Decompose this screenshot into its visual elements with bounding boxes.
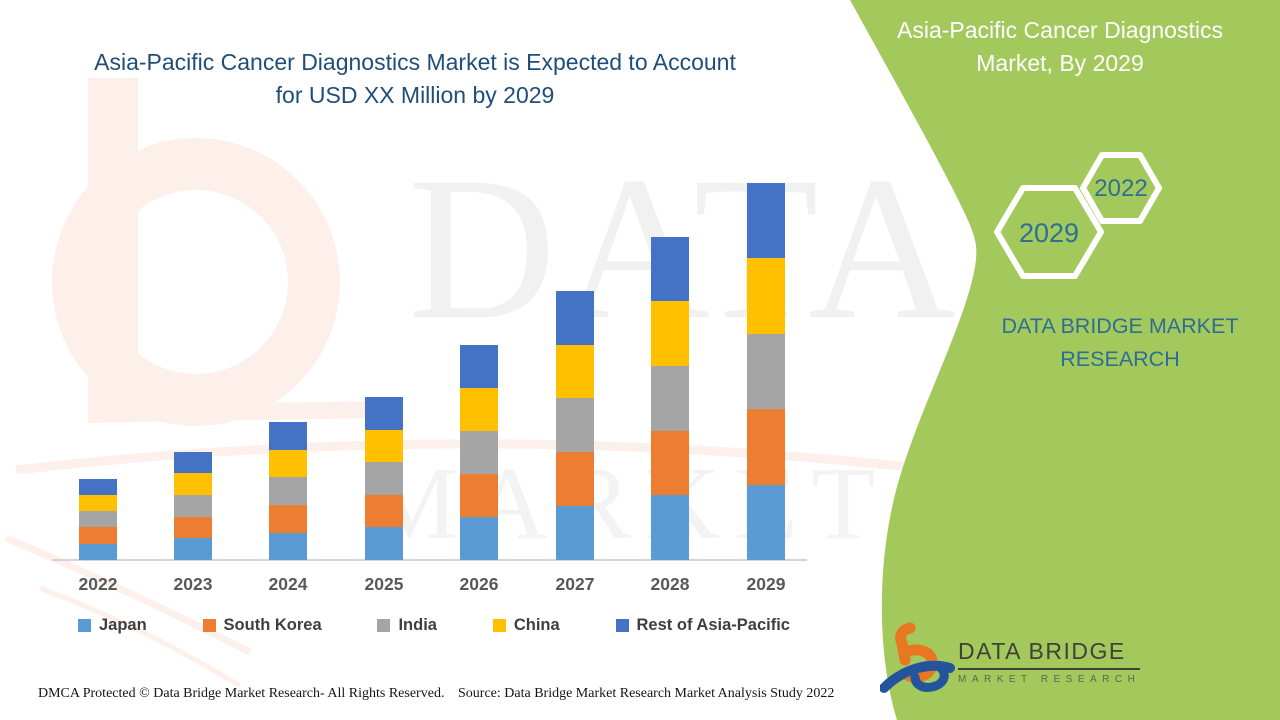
chart-legend: Japan South Korea India China Rest of Asia-P… [78, 616, 790, 635]
x-tick-2029: 2029 [746, 574, 786, 594]
panel-title-line1: Asia-Pacific Cancer Diagnostics [897, 17, 1223, 43]
hexagon-2022-label: 2022 [1094, 175, 1148, 202]
legend-swatch-icon [615, 619, 629, 632]
company-logo-subtitle: MARKET RESEARCH [958, 674, 1141, 685]
bar-2028-segment-india [651, 366, 689, 431]
bar-2023-segment-rest-of-asia-pacific [174, 452, 212, 473]
bar-2029-segment-rest-of-asia-pacific [747, 183, 785, 258]
bar-2022 [79, 479, 117, 560]
legend-label: Japan [99, 616, 147, 634]
green-panel-shape [850, 0, 1280, 720]
bar-2025-segment-china [365, 430, 403, 462]
bar-2023 [174, 452, 212, 560]
bar-2029-segment-china [747, 258, 785, 334]
bar-2022-segment-japan [79, 544, 117, 560]
x-tick-2023: 2023 [173, 574, 213, 594]
bar-2028-segment-rest-of-asia-pacific [651, 237, 689, 301]
chart-plot: 2022 2023 2024 2025 2026 2027 2028 2029 [52, 183, 807, 594]
bar-2027-segment-japan [556, 506, 594, 560]
legend-item-japan: Japan [78, 616, 147, 635]
bar-2026-segment-japan [460, 517, 498, 560]
bar-2027-segment-south-korea [556, 452, 594, 506]
bar-2025-segment-japan [365, 527, 403, 560]
bar-2022-segment-india [79, 511, 117, 527]
bar-2026-segment-south-korea [460, 474, 498, 517]
legend-label: China [513, 616, 560, 634]
panel-brand-line2: RESEARCH [1060, 347, 1180, 371]
bar-2024-segment-rest-of-asia-pacific [269, 422, 307, 450]
bar-2024-segment-south-korea [269, 505, 307, 533]
legend-swatch-icon [492, 619, 506, 632]
bar-2022-segment-rest-of-asia-pacific [79, 479, 117, 495]
legend-item-rest-of-asia-pacific: Rest of Asia-Pacific [615, 616, 790, 635]
chart-title-line2: for USD XX Million by 2029 [275, 82, 555, 108]
bar-2027-segment-rest-of-asia-pacific [556, 291, 594, 345]
bar-2028-segment-china [651, 301, 689, 366]
x-tick-2022: 2022 [78, 574, 118, 594]
panel-brand-line1: DATA BRIDGE MARKET [1001, 314, 1239, 338]
bar-2023-segment-china [174, 473, 212, 495]
x-axis-line [52, 559, 807, 561]
company-logo: DATA BRIDGE MARKET RESEARCH [880, 620, 1141, 706]
bar-2025-segment-rest-of-asia-pacific [365, 397, 403, 430]
bar-2027-segment-india [556, 398, 594, 452]
chart-title: Asia-Pacific Cancer Diagnostics Market i… [40, 46, 790, 112]
bar-2022-segment-south-korea [79, 527, 117, 544]
bar-2026-segment-india [460, 431, 498, 474]
bar-2029 [747, 183, 785, 560]
company-logo-name: DATA BRIDGE [958, 638, 1141, 670]
chart-title-line1: Asia-Pacific Cancer Diagnostics Market i… [94, 49, 736, 75]
bar-2029-segment-india [747, 334, 785, 409]
bar-2025-segment-south-korea [365, 495, 403, 527]
bar-2026-segment-rest-of-asia-pacific [460, 345, 498, 388]
legend-swatch-icon [202, 619, 216, 632]
bar-2026-segment-china [460, 388, 498, 431]
bar-2024-segment-india [269, 477, 307, 505]
bar-2029-segment-japan [747, 485, 785, 560]
bar-2024-segment-china [269, 450, 307, 477]
company-logo-icon [880, 622, 955, 693]
footer-source: Source: Data Bridge Market Research Mark… [458, 686, 835, 701]
hexagon-2022 [1080, 152, 1162, 224]
bar-2027-segment-china [556, 345, 594, 398]
bar-2024-segment-japan [269, 533, 307, 560]
bar-2028-segment-japan [651, 495, 689, 560]
x-tick-2024: 2024 [268, 574, 308, 594]
bar-2024 [269, 422, 307, 560]
footer-dmca: DMCA Protected © Data Bridge Market Rese… [38, 686, 445, 701]
legend-item-china: China [492, 616, 560, 635]
legend-swatch-icon [78, 619, 91, 632]
bar-2022-segment-china [79, 495, 117, 511]
bar-2025-segment-india [365, 462, 403, 495]
legend-item-south-korea: South Korea [202, 616, 322, 635]
panel-title-line2: Market, By 2029 [976, 50, 1144, 76]
bar-2023-segment-south-korea [174, 517, 212, 538]
bar-2026 [460, 345, 498, 560]
x-tick-2028: 2028 [650, 574, 690, 594]
bar-2029-segment-south-korea [747, 409, 785, 485]
bar-2027 [556, 291, 594, 560]
legend-label: South Korea [223, 616, 322, 634]
x-tick-2026: 2026 [459, 574, 499, 594]
hexagon-2029 [994, 185, 1104, 279]
panel-brand-text: DATA BRIDGE MARKET RESEARCH [930, 310, 1280, 376]
bar-2023-segment-japan [174, 538, 212, 560]
x-tick-2025: 2025 [364, 574, 404, 594]
bar-2028-segment-south-korea [651, 431, 689, 495]
legend-label: Rest of Asia-Pacific [636, 616, 790, 634]
legend-swatch-icon [377, 619, 391, 632]
bar-2028 [651, 237, 689, 560]
legend-label: India [398, 616, 437, 634]
panel-title: Asia-Pacific Cancer Diagnostics Market, … [875, 14, 1245, 80]
legend-item-india: India [377, 616, 437, 635]
x-tick-2027: 2027 [555, 574, 595, 594]
bar-2023-segment-india [174, 495, 212, 517]
bar-2025 [365, 397, 403, 560]
hexagon-2029-label: 2029 [1018, 218, 1080, 248]
